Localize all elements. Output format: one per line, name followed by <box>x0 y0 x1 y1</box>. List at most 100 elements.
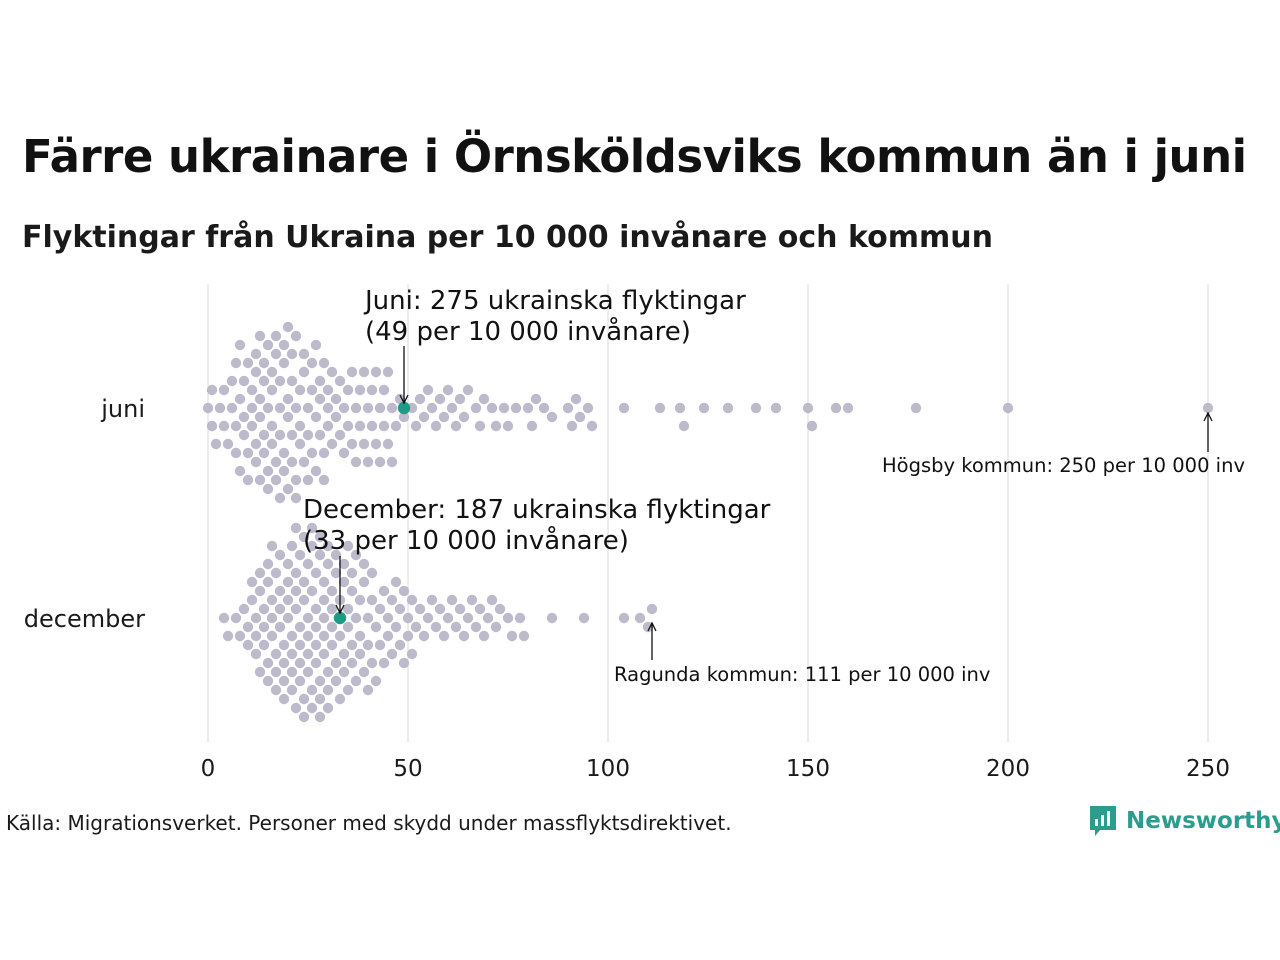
dot-december <box>482 612 494 624</box>
dot-juni <box>290 492 302 504</box>
x-tick-label: 0 <box>201 756 216 782</box>
dot-december <box>446 594 458 606</box>
dot-juni <box>346 366 358 378</box>
dot-december <box>494 603 506 615</box>
dot-juni <box>806 420 818 432</box>
highlight-dot-december <box>333 611 347 625</box>
dot-juni <box>674 402 686 414</box>
dot-juni <box>298 456 310 468</box>
dot-december <box>390 621 402 633</box>
dot-juni <box>322 402 334 414</box>
dot-december <box>298 531 310 543</box>
dot-december <box>398 657 410 669</box>
dot-december <box>390 576 402 588</box>
dot-december <box>322 558 334 570</box>
dot-juni <box>294 384 306 396</box>
dot-juni <box>282 393 294 405</box>
dot-december <box>266 594 278 606</box>
dot-juni <box>330 411 342 423</box>
dot-juni <box>474 420 486 432</box>
x-tick-label: 100 <box>586 756 630 782</box>
dot-juni <box>322 420 334 432</box>
dot-juni <box>310 411 322 423</box>
dot-juni <box>318 474 330 486</box>
dot-december <box>290 522 302 534</box>
dot-december <box>406 594 418 606</box>
dot-juni <box>314 429 326 441</box>
dot-december <box>270 666 282 678</box>
dot-juni <box>1202 402 1214 414</box>
dot-december <box>246 594 258 606</box>
dot-juni <box>426 402 438 414</box>
dot-juni <box>278 447 290 459</box>
dot-juni <box>218 384 230 396</box>
dot-december <box>370 621 382 633</box>
dot-december <box>386 648 398 660</box>
newsworthy-logo-icon <box>1090 806 1116 836</box>
dot-december <box>286 666 298 678</box>
dot-december <box>230 612 242 624</box>
dot-juni <box>346 438 358 450</box>
dot-december <box>462 612 474 624</box>
dot-december <box>238 603 250 615</box>
dot-december <box>314 693 326 705</box>
dot-juni <box>230 447 242 459</box>
dot-december <box>414 603 426 615</box>
dot-juni <box>270 474 282 486</box>
dot-december <box>386 594 398 606</box>
dot-december <box>298 576 310 588</box>
newsworthy-logo: Newsworthy <box>1088 804 1280 838</box>
dot-juni <box>254 474 266 486</box>
dot-juni <box>238 429 250 441</box>
dot-december <box>250 630 262 642</box>
dot-december <box>294 675 306 687</box>
dot-december <box>354 630 366 642</box>
dot-december <box>290 585 302 597</box>
dot-december <box>430 621 442 633</box>
dot-juni <box>254 411 266 423</box>
dot-december <box>326 585 338 597</box>
dot-december <box>618 612 630 624</box>
dot-juni <box>318 357 330 369</box>
dot-juni <box>470 402 482 414</box>
dot-juni <box>362 402 374 414</box>
dot-juni <box>546 411 558 423</box>
dot-december <box>266 540 278 552</box>
dot-juni <box>282 321 294 333</box>
dot-juni <box>574 411 586 423</box>
dot-december <box>314 531 326 543</box>
dot-juni <box>678 420 690 432</box>
dot-december <box>358 666 370 678</box>
dot-december <box>278 639 290 651</box>
dot-juni <box>314 393 326 405</box>
dot-juni <box>842 402 854 414</box>
dot-juni <box>294 438 306 450</box>
x-tick-label: 250 <box>1186 756 1230 782</box>
dot-december <box>306 702 318 714</box>
dot-juni <box>254 393 266 405</box>
source-note: Källa: Migrationsverket. Personer med sk… <box>6 811 732 835</box>
dot-juni <box>458 411 470 423</box>
dot-december <box>490 621 502 633</box>
dot-juni <box>326 438 338 450</box>
dot-juni <box>618 402 630 414</box>
dot-december <box>458 630 470 642</box>
dot-juni <box>278 339 290 351</box>
dot-juni <box>654 402 666 414</box>
dot-juni <box>490 420 502 432</box>
dot-juni <box>374 402 386 414</box>
dot-juni <box>298 366 310 378</box>
dot-december <box>262 657 274 669</box>
dot-december <box>310 621 322 633</box>
dot-december <box>306 522 318 534</box>
dot-december <box>326 639 338 651</box>
dot-december <box>250 648 262 660</box>
dot-juni <box>290 330 302 342</box>
dot-juni <box>202 402 214 414</box>
dot-juni <box>250 438 262 450</box>
dot-juni <box>262 483 274 495</box>
dot-juni <box>282 483 294 495</box>
dot-juni <box>250 348 262 360</box>
x-tick-label: 150 <box>786 756 830 782</box>
dot-december <box>366 657 378 669</box>
